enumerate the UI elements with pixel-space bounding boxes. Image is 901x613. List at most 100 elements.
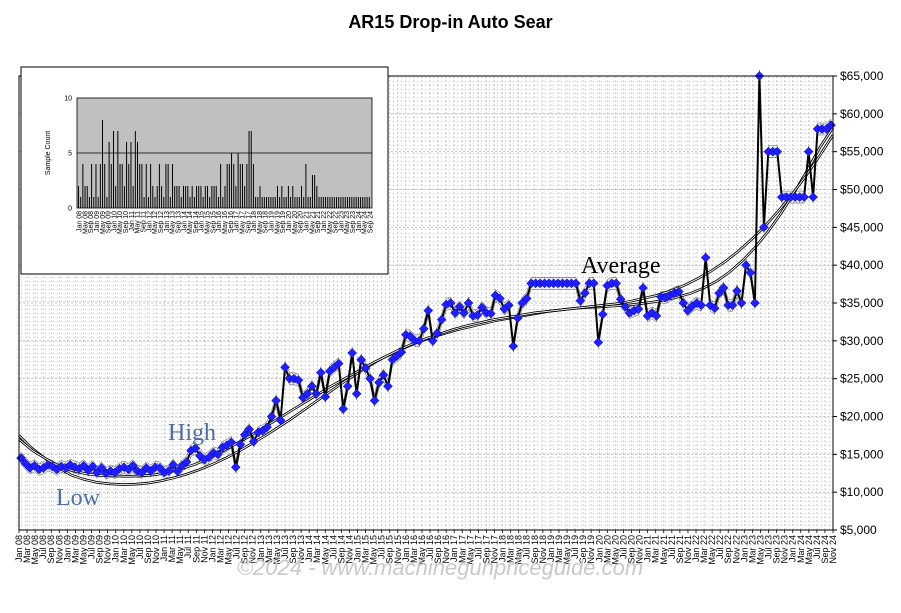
chart-title: AR15 Drop-in Auto Sear (348, 12, 553, 32)
x-tick-label: May 22 (707, 535, 717, 565)
x-tick-label: Jan 23 (739, 535, 749, 562)
x-tick-label: Jan 12 (207, 535, 217, 562)
inset-bar (351, 197, 353, 208)
inset-x-tick-label: Sep 12 (158, 211, 165, 233)
inset-bar (110, 164, 112, 208)
price-marker (759, 222, 769, 233)
trend-line-highlight (18, 134, 834, 477)
price-marker (414, 335, 425, 346)
inset-bar (80, 197, 82, 208)
inset-bar (128, 164, 130, 208)
inset-x-tick-label: Jan 10 (111, 211, 118, 232)
inset-x-tick-label: May 14 (187, 211, 194, 234)
price-marker (741, 260, 751, 271)
x-tick-label: Mar 23 (747, 535, 757, 563)
inset-x-tick-label: May 19 (274, 211, 281, 234)
x-tick-label: Sep 21 (675, 535, 685, 564)
price-marker (307, 381, 317, 392)
inset-x-tick-label: Jan 08 (77, 211, 84, 232)
price-marker (620, 301, 630, 312)
price-marker (477, 302, 487, 313)
inset-x-tick-label: Sep 11 (141, 211, 148, 233)
inset-bar (217, 197, 219, 208)
inset-x-tick-label: Jan 24 (356, 211, 363, 232)
inset-bar (147, 197, 149, 208)
price-marker (360, 363, 371, 373)
x-tick-label: Sep 20 (627, 535, 637, 564)
inset-bar (91, 164, 93, 208)
inset-x-tick-label: May 08 (82, 211, 89, 234)
price-marker (213, 449, 223, 460)
price-marker (163, 466, 174, 476)
y-tick-label: $30,000 (840, 334, 884, 348)
inset-x-tick-label: Jan 17 (234, 211, 241, 232)
price-marker (356, 354, 366, 365)
inset-bar (150, 164, 152, 208)
price-marker (396, 347, 407, 358)
price-marker (575, 295, 586, 306)
inset-bar (191, 186, 193, 208)
inset-bar (141, 164, 143, 208)
inset-bar (130, 142, 132, 208)
inset-bar (357, 197, 359, 208)
x-tick-label: Jan 11 (159, 535, 169, 561)
inset-bar (84, 186, 86, 208)
inset-bar (134, 131, 136, 208)
inset-bar (349, 197, 351, 208)
inset-x-tick-label: May 13 (170, 211, 177, 234)
x-tick-label: May 15 (369, 535, 379, 565)
inset-x-tick-label: Jan 16 (216, 211, 223, 232)
inset-bar (174, 186, 176, 208)
inset-bar (346, 197, 348, 208)
inset-bar (165, 164, 167, 208)
inset-bar (327, 197, 329, 208)
x-tick-label: Jan 15 (352, 535, 362, 562)
price-marker (486, 308, 496, 319)
inset-bar (255, 197, 257, 208)
y-tick-label: $10,000 (840, 485, 884, 499)
inset-bar (314, 175, 316, 208)
inset-bar (250, 131, 252, 208)
price-marker (772, 146, 783, 157)
price-marker (450, 307, 460, 318)
inset-x-tick-label: Jan 12 (146, 211, 153, 232)
inset-x-tick-label: Jan 18 (251, 211, 258, 232)
inset-x-tick-label: Sep 16 (228, 211, 235, 233)
inset-bar (112, 131, 114, 208)
x-tick-label: Jul 09 (87, 535, 97, 559)
inset-bar (309, 197, 311, 208)
x-tick-label: Nov 14 (344, 535, 354, 564)
x-tick-label: Nov 13 (296, 535, 306, 564)
price-marker (293, 375, 304, 386)
inset-bar (246, 164, 248, 208)
inset-bar (322, 197, 324, 208)
price-marker (803, 146, 814, 157)
inset-bar (185, 186, 187, 208)
price-marker (611, 278, 622, 289)
x-tick-label: Jan 09 (62, 535, 72, 562)
x-tick-label: Sep 08 (46, 535, 56, 564)
inset-bar (274, 197, 276, 208)
inset-bar (117, 131, 119, 208)
inset-bar (292, 186, 294, 208)
inset-bar (272, 197, 274, 208)
inset-bar (224, 186, 226, 208)
inset-bar (344, 197, 346, 208)
price-marker (418, 323, 429, 334)
x-tick-label: Jul 21 (667, 535, 677, 559)
inset-bar (364, 197, 366, 208)
inset-x-tick-label: Jan 20 (286, 211, 293, 232)
inset-bar (213, 186, 215, 208)
inset-bar (167, 164, 169, 208)
inset-x-tick-label: Jan 13 (164, 211, 171, 232)
x-tick-label: Jan 20 (594, 535, 604, 562)
inset-bar (263, 197, 265, 208)
x-tick-label: Nov 11 (199, 535, 209, 563)
y-tick-label: $35,000 (840, 296, 884, 310)
inset-x-tick-label: Sep 21 (315, 211, 322, 233)
price-marker (709, 303, 720, 314)
x-tick-label: Sep 19 (578, 535, 588, 564)
x-tick-label: May 09 (78, 535, 88, 565)
